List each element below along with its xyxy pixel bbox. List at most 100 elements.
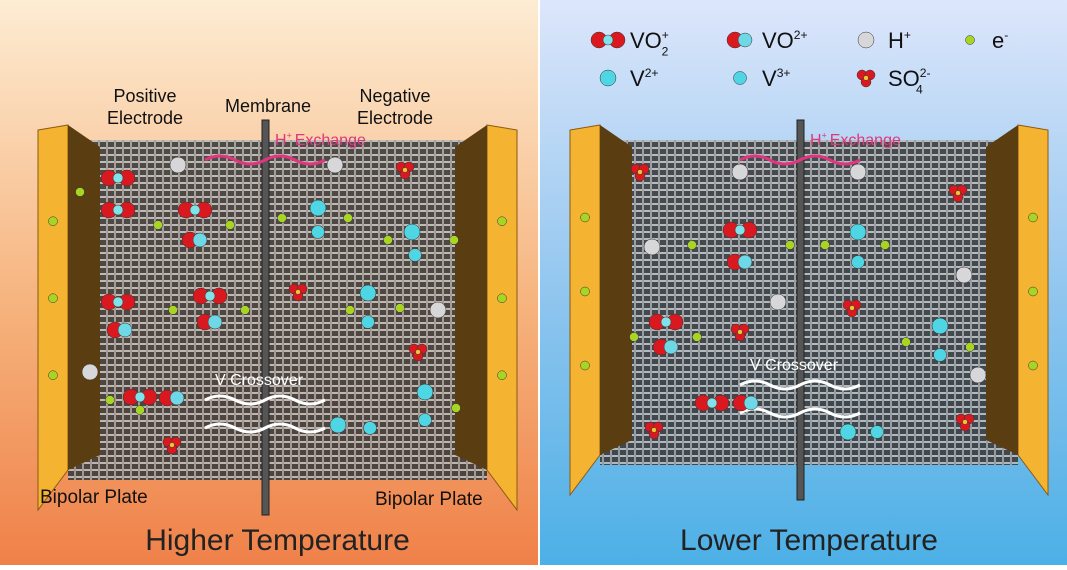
atom	[170, 443, 175, 448]
atom	[902, 338, 911, 347]
label-sup: 3+	[777, 66, 791, 80]
atom	[113, 173, 123, 183]
atom	[934, 349, 947, 362]
label-text: Exchange	[295, 132, 366, 149]
atom	[450, 236, 459, 245]
atom	[76, 188, 85, 197]
label-base: VO	[630, 28, 662, 53]
atom	[786, 241, 795, 250]
atom	[970, 367, 986, 383]
atom	[49, 217, 58, 226]
atom	[193, 233, 207, 247]
atom	[652, 428, 657, 433]
atom	[452, 404, 461, 413]
bipolar-plate-side	[986, 125, 1018, 455]
atom	[956, 267, 972, 283]
atom	[966, 36, 975, 45]
bipolar-plate	[570, 125, 600, 495]
atom	[498, 371, 507, 380]
atom	[310, 200, 326, 216]
bipolar-plate	[1018, 125, 1048, 495]
atom	[403, 168, 408, 173]
atom	[966, 343, 975, 352]
bipolar-plate	[487, 125, 517, 510]
atom	[932, 318, 948, 334]
atom	[850, 306, 855, 311]
atom	[404, 224, 420, 240]
label-sup: 2-	[920, 66, 931, 80]
bipolar-plate-label: Bipolar Plate	[375, 489, 483, 510]
atom	[205, 291, 215, 301]
atom	[821, 241, 830, 250]
atom	[852, 256, 865, 269]
atom	[735, 225, 745, 235]
atom	[106, 396, 115, 405]
atom	[603, 35, 613, 45]
atom	[409, 249, 422, 262]
atom	[208, 315, 222, 329]
bipolar-plate-side	[600, 125, 632, 455]
label-line: Electrode	[107, 108, 183, 128]
atom	[49, 294, 58, 303]
atom	[419, 414, 432, 427]
atom	[170, 157, 186, 173]
atom	[226, 221, 235, 230]
label-text: Exchange	[830, 132, 901, 149]
atom	[113, 205, 123, 215]
atom	[850, 164, 866, 180]
atom	[963, 420, 968, 425]
atom	[581, 361, 590, 370]
atom	[135, 392, 145, 402]
atom	[850, 224, 866, 240]
atom	[871, 426, 884, 439]
atom	[190, 205, 200, 215]
label-base: SO	[888, 66, 920, 91]
membrane-label: Membrane	[225, 96, 311, 116]
label-sup: 2+	[645, 66, 659, 80]
label-base: VO	[762, 28, 794, 53]
atom	[664, 340, 678, 354]
label-line: Electrode	[357, 108, 433, 128]
atom	[118, 323, 132, 337]
atom	[384, 236, 393, 245]
label-sup: +	[904, 28, 911, 42]
atom	[362, 316, 375, 329]
page: VO+2VO2+H+e-V2+V3+SO2-4Higher Temperatur…	[0, 0, 1067, 565]
atom	[296, 290, 301, 295]
atom	[644, 239, 660, 255]
atom	[49, 371, 58, 380]
electrode-mesh	[68, 140, 487, 480]
atom	[770, 294, 786, 310]
diagram: VO+2VO2+H+e-V2+V3+SO2-4Higher Temperatur…	[0, 0, 1067, 565]
atom	[154, 221, 163, 230]
label-base: H	[888, 28, 904, 53]
atom	[82, 364, 98, 380]
label-line: Negative	[359, 86, 430, 106]
label-sup: +	[287, 131, 292, 141]
atom	[241, 306, 250, 315]
membrane	[262, 120, 269, 515]
atom	[688, 241, 697, 250]
atom	[360, 285, 376, 301]
bipolar-plate	[38, 125, 68, 510]
label-base: H	[275, 132, 287, 149]
atom	[738, 33, 752, 47]
atom	[693, 333, 702, 342]
atom	[956, 191, 961, 196]
atom	[278, 214, 287, 223]
label-sup: +	[662, 28, 669, 42]
atom	[1029, 213, 1038, 222]
atom	[136, 406, 145, 415]
atom	[430, 302, 446, 318]
atom	[581, 287, 590, 296]
atom	[346, 306, 355, 315]
atom	[661, 317, 671, 327]
label-sup: 2+	[794, 28, 808, 42]
label-sup: -	[1004, 28, 1008, 42]
atom	[738, 330, 743, 335]
atom	[707, 398, 717, 408]
crossover-label: V Crossover	[215, 372, 304, 389]
label-base: e	[992, 28, 1004, 53]
label-sub: 4	[916, 83, 923, 97]
bipolar-plate-label: Bipolar Plate	[40, 487, 148, 508]
